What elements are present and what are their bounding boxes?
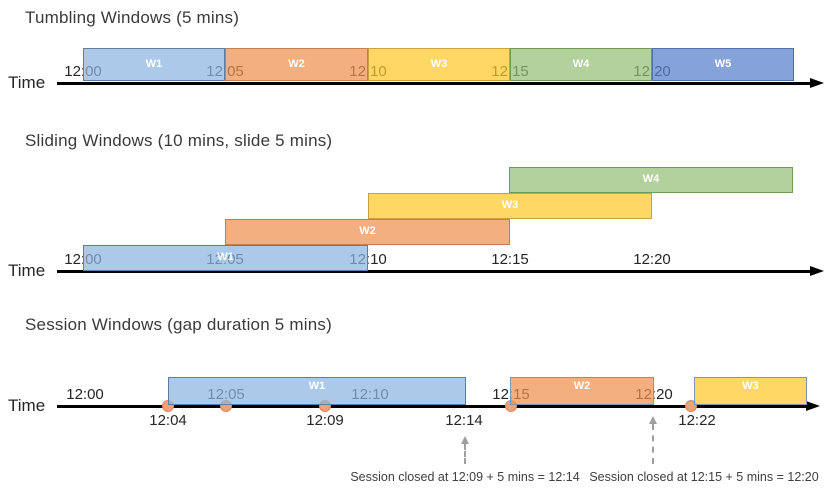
window-bar [694, 377, 807, 405]
window-label: W2 [573, 380, 591, 392]
timeline-axis [57, 82, 811, 85]
event-time-label: 12:04 [149, 412, 187, 429]
window-bar [510, 377, 654, 405]
timeline-arrowhead-icon [806, 400, 820, 411]
window-label: W4 [572, 58, 590, 70]
guide-dashed-line [464, 444, 466, 464]
window-label: W3 [430, 58, 448, 70]
window-bar [368, 193, 652, 219]
guide-arrowhead-icon [460, 436, 469, 444]
event-time-label: 12:09 [306, 412, 344, 429]
time-axis-label: Time [8, 73, 46, 92]
timeline-axis [57, 270, 811, 273]
window-bar [168, 377, 466, 405]
window-bar [368, 48, 510, 81]
diagram-title: Session Windows (gap duration 5 mins) [25, 315, 332, 334]
window-label: W1 [145, 58, 163, 70]
window-bar [225, 219, 510, 245]
window-bar [83, 245, 368, 271]
event-time-label: 12:22 [678, 412, 716, 429]
tick-label: 12:15 [491, 251, 529, 268]
window-label: W1 [217, 251, 234, 263]
session-close-annotation: Session closed at 12:15 + 5 mins = 12:20 [589, 470, 819, 484]
timeline-arrowhead-icon [810, 77, 824, 88]
time-axis-label: Time [8, 261, 46, 280]
session-close-annotation: Session closed at 12:09 + 5 mins = 12:14 [350, 470, 580, 484]
time-axis-label: Time [8, 396, 46, 415]
window-bar [509, 167, 793, 193]
tick-label: 12:00 [66, 386, 104, 403]
diagram-title: Sliding Windows (10 mins, slide 5 mins) [25, 131, 333, 150]
window-bar [83, 48, 225, 81]
window-label: W1 [308, 380, 326, 392]
timeline-axis [57, 405, 807, 408]
window-bar [510, 48, 652, 81]
diagram-title: Tumbling Windows (5 mins) [25, 8, 240, 27]
window-label: W3 [742, 380, 759, 392]
event-time-label: 12:14 [445, 412, 483, 429]
window-label: W4 [642, 173, 660, 185]
window-label: W5 [714, 58, 732, 70]
timeline-arrowhead-icon [810, 265, 824, 276]
window-bar [225, 48, 368, 81]
guide-dashed-line [652, 424, 654, 464]
window-label: W2 [359, 225, 376, 237]
window-label: W3 [501, 199, 519, 211]
guide-arrowhead-icon [648, 416, 657, 424]
window-bar [652, 48, 794, 81]
window-label: W2 [288, 58, 305, 70]
tick-label: 12:20 [633, 251, 671, 268]
